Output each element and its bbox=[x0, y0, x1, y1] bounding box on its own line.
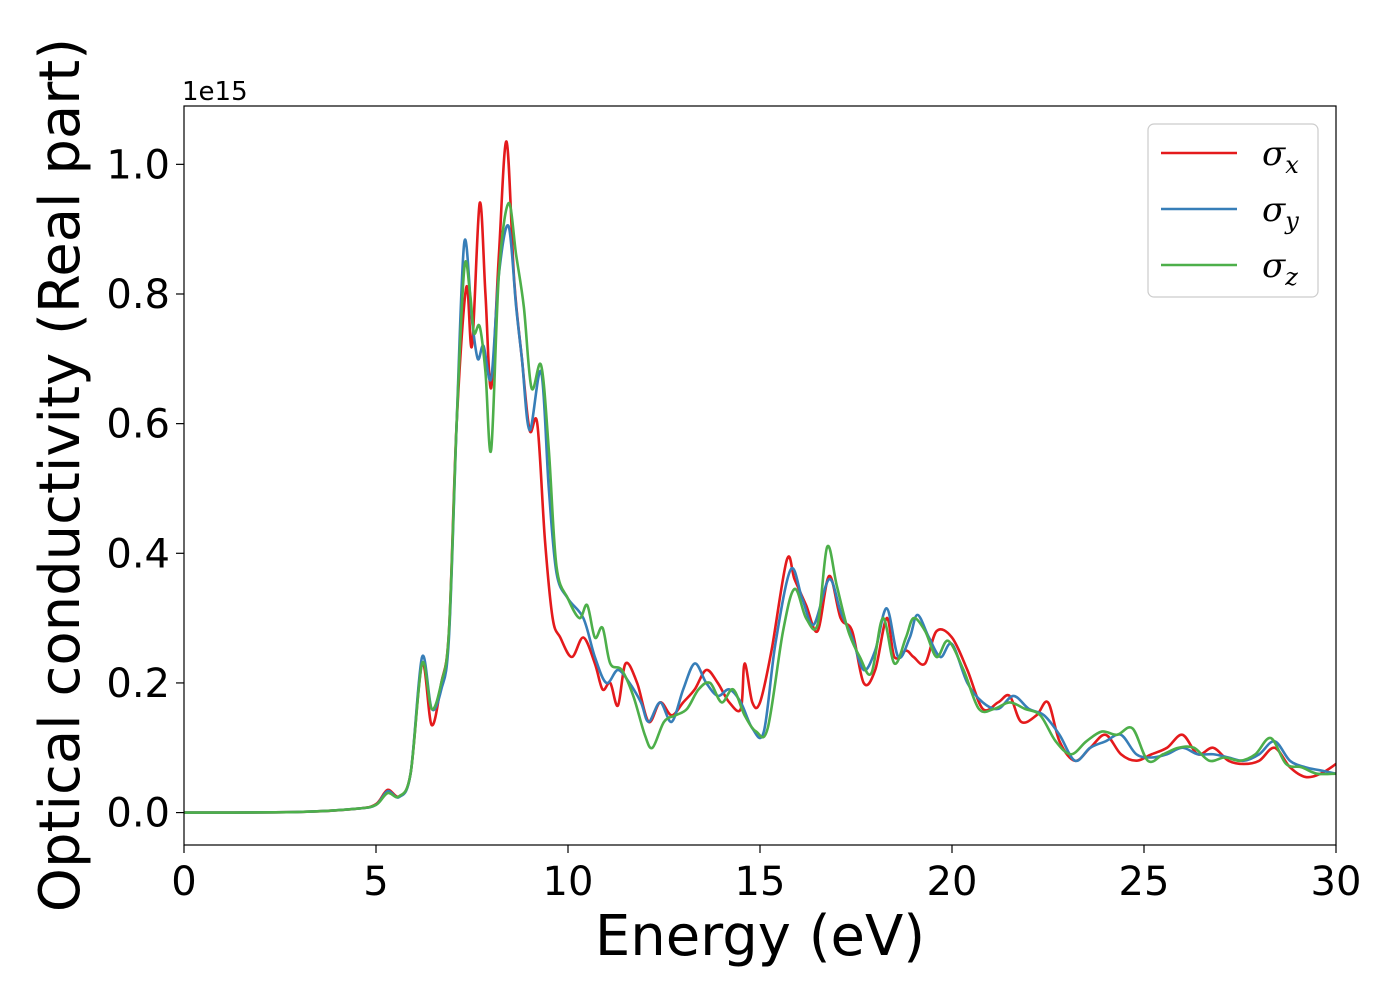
x-tick-label: 20 bbox=[927, 859, 978, 905]
y-tick-label: 0.4 bbox=[106, 531, 170, 577]
legend-label-y: σy bbox=[1262, 190, 1299, 235]
legend-label-z: σz bbox=[1262, 246, 1298, 291]
series-line-z bbox=[184, 201, 1336, 814]
legend-symbol: σ bbox=[1262, 190, 1286, 230]
y-tick-label: 0.6 bbox=[106, 402, 170, 448]
x-axis-title: Energy (eV) bbox=[595, 904, 925, 969]
y-tick-label: 0.0 bbox=[106, 791, 170, 837]
legend-subscript: z bbox=[1284, 263, 1298, 291]
legend-symbol: σ bbox=[1262, 134, 1286, 174]
x-tick-label: 15 bbox=[735, 859, 786, 905]
y-offset-label: 1e15 bbox=[182, 77, 248, 107]
y-tick-label: 0.2 bbox=[106, 661, 170, 707]
y-tick-label: 0.8 bbox=[106, 272, 170, 318]
series-lines bbox=[184, 140, 1336, 814]
y-axis-title: Optical conductivity (Real part) bbox=[28, 38, 93, 912]
legend-frame bbox=[1147, 123, 1319, 298]
series-line-y bbox=[184, 224, 1336, 814]
x-axis-ticks: 0 5 10 15 20 25 30 bbox=[171, 845, 1361, 905]
x-tick-label: 5 bbox=[363, 859, 388, 905]
legend-label-x: σx bbox=[1262, 134, 1299, 179]
y-tick-label: 1.0 bbox=[106, 142, 170, 188]
x-tick-label: 10 bbox=[543, 859, 594, 905]
legend-subscript: y bbox=[1284, 207, 1299, 235]
legend-subscript: x bbox=[1285, 151, 1299, 179]
plot-area-frame bbox=[183, 105, 1337, 846]
x-tick-label: 25 bbox=[1119, 859, 1170, 905]
x-tick-label: 0 bbox=[171, 859, 196, 905]
y-axis-ticks: 0.0 0.2 0.4 0.6 0.8 1.0 bbox=[106, 142, 184, 837]
x-tick-label: 30 bbox=[1311, 859, 1362, 905]
legend-symbol: σ bbox=[1262, 246, 1286, 286]
